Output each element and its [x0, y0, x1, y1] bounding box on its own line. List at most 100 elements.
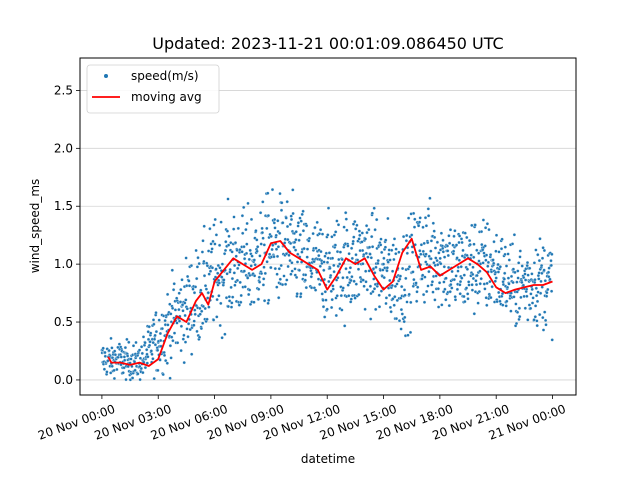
scatter-point: [349, 300, 353, 304]
scatter-point: [138, 377, 142, 382]
scatter-point: [410, 233, 414, 237]
scatter-point: [455, 287, 460, 292]
scatter-point: [381, 262, 386, 266]
scatter-point: [543, 279, 547, 283]
scatter-point: [331, 287, 335, 291]
scatter-point: [453, 229, 457, 233]
scatter-point: [352, 235, 356, 239]
scatter-point: [472, 312, 476, 316]
scatter-point: [283, 241, 287, 245]
scatter-point: [517, 317, 521, 322]
scatter-point: [255, 249, 259, 253]
scatter-point: [177, 319, 182, 323]
scatter-point: [331, 284, 335, 288]
scatter-point: [431, 290, 435, 294]
scatter-point: [237, 303, 241, 307]
scatter-point: [394, 247, 398, 251]
scatter-point: [242, 245, 246, 249]
scatter-point: [432, 235, 437, 240]
scatter-point: [336, 276, 340, 280]
scatter-point: [477, 259, 481, 263]
scatter-point: [514, 302, 518, 306]
scatter-point: [330, 297, 334, 302]
scatter-point: [261, 200, 265, 204]
scatter-point: [124, 377, 128, 382]
scatter-point: [133, 368, 137, 372]
scatter-point: [154, 311, 158, 315]
scatter-point: [354, 253, 358, 257]
scatter-point: [479, 277, 483, 281]
scatter-point: [337, 257, 341, 262]
scatter-point: [216, 271, 220, 275]
scatter-point: [329, 305, 334, 310]
scatter-point: [131, 344, 136, 348]
scatter-point: [453, 295, 457, 299]
scatter-point: [467, 283, 471, 287]
scatter-point: [358, 233, 362, 237]
scatter-point: [456, 269, 460, 273]
scatter-point: [406, 216, 411, 220]
scatter-point: [437, 281, 442, 285]
scatter-point: [388, 258, 392, 262]
scatter-point: [445, 244, 450, 248]
scatter-point: [329, 289, 333, 293]
scatter-point: [200, 309, 204, 313]
scatter-point: [539, 263, 544, 268]
scatter-point: [196, 256, 200, 260]
scatter-point: [497, 250, 501, 254]
scatter-point: [500, 294, 504, 298]
scatter-point: [536, 253, 540, 257]
scatter-point: [404, 239, 409, 243]
scatter-point: [476, 301, 480, 305]
scatter-point: [377, 293, 381, 297]
scatter-point: [519, 295, 523, 300]
scatter-point: [382, 256, 386, 260]
scatter-point: [279, 263, 283, 268]
scatter-point: [357, 229, 362, 233]
scatter-point: [233, 283, 237, 287]
scatter-point: [440, 303, 444, 307]
scatter-point: [400, 284, 404, 289]
scatter-point: [192, 319, 196, 323]
scatter-point: [223, 248, 228, 253]
scatter-point: [240, 250, 244, 254]
scatter-point: [540, 271, 544, 275]
scatter-point: [371, 289, 375, 294]
scatter-point: [341, 286, 345, 290]
scatter-point: [253, 263, 257, 267]
scatter-point: [432, 261, 436, 265]
scatter-point: [441, 250, 445, 254]
scatter-point: [402, 319, 406, 324]
scatter-point: [292, 245, 296, 249]
scatter-point: [179, 324, 184, 328]
scatter-point: [550, 252, 554, 256]
scatter-point: [478, 282, 482, 286]
scatter-point: [467, 280, 471, 284]
scatter-point: [416, 285, 420, 289]
scatter-point: [220, 275, 224, 279]
scatter-point: [115, 367, 119, 372]
scatter-point: [404, 276, 408, 281]
scatter-point: [489, 295, 493, 300]
scatter-point: [200, 250, 205, 254]
scatter-point: [544, 323, 548, 327]
scatter-point: [368, 252, 372, 256]
scatter-point: [523, 272, 527, 276]
scatter-point: [485, 222, 490, 226]
scatter-point: [448, 290, 452, 294]
scatter-point: [423, 275, 427, 279]
scatter-point: [446, 265, 451, 270]
scatter-point: [338, 262, 342, 266]
scatter-point: [488, 279, 492, 284]
scatter-point: [361, 278, 365, 282]
scatter-point: [165, 361, 169, 365]
scatter-point: [502, 277, 506, 281]
scatter-point: [314, 246, 318, 250]
scatter-point: [340, 308, 344, 312]
scatter-point: [510, 242, 515, 246]
scatter-point: [480, 242, 484, 247]
scatter-point: [537, 258, 542, 263]
scatter-point: [388, 278, 392, 283]
scatter-point: [201, 304, 205, 309]
